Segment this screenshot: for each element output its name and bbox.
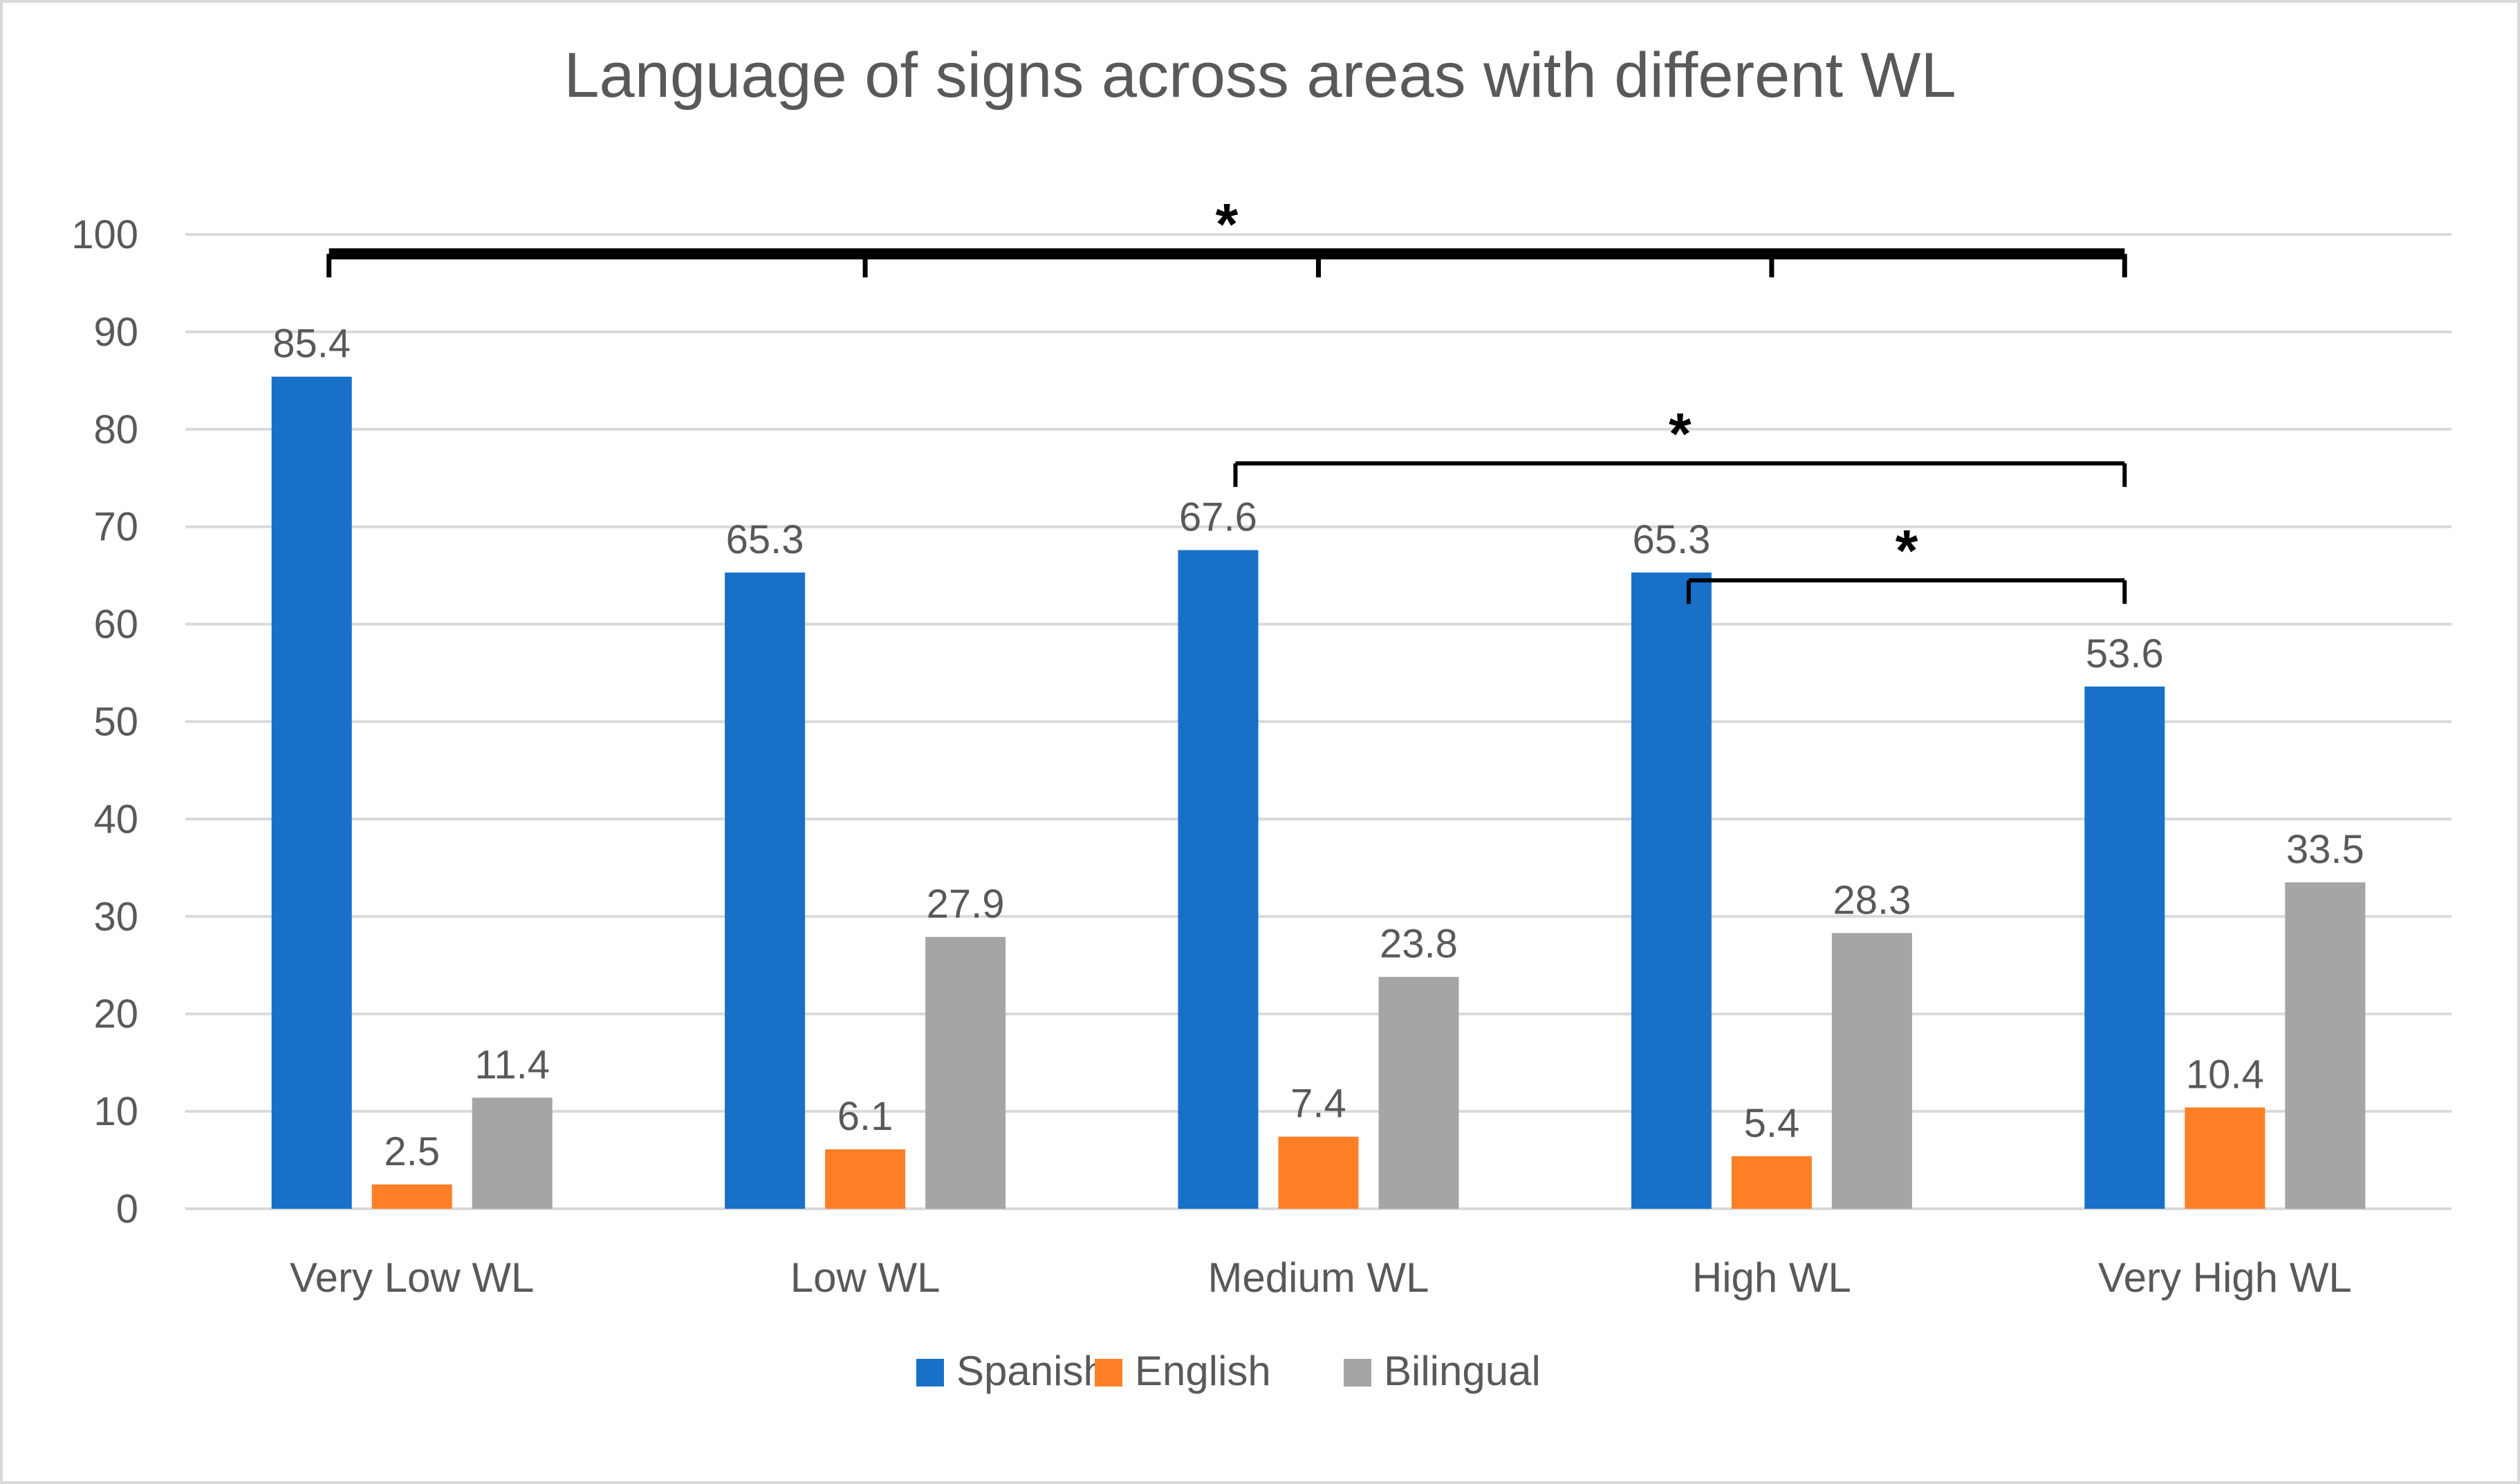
legend-label-english: English — [1135, 1348, 1271, 1394]
data-label-spanish-very-low-wl: 85.4 — [272, 322, 351, 367]
significance-annotations: * * * — [326, 192, 2127, 604]
y-tick-label: 30 — [93, 894, 138, 939]
x-category-label: Very High WL — [2098, 1254, 2352, 1301]
legend: Spanish English Bilingual — [916, 1348, 1541, 1394]
bar-english-very-high-wl — [2185, 1107, 2266, 1209]
x-category-label: Very Low WL — [290, 1254, 534, 1301]
y-tick-label: 60 — [93, 602, 138, 647]
y-axis-ticks: 0 10 20 30 40 50 60 70 80 90 100 — [71, 212, 138, 1232]
data-label-spanish-high-wl: 65.3 — [1632, 517, 1710, 562]
significance-star: * — [1216, 192, 1239, 257]
data-label-spanish-very-high-wl: 53.6 — [2086, 631, 2164, 676]
bar-spanish-high-wl — [1631, 572, 1712, 1209]
bar-english-low-wl — [825, 1149, 906, 1209]
bar-bilingual-very-low-wl — [472, 1097, 553, 1209]
legend-label-bilingual: Bilingual — [1384, 1348, 1541, 1394]
bar-bilingual-very-high-wl — [2285, 882, 2366, 1209]
data-label-bilingual-high-wl: 28.3 — [1833, 878, 1911, 922]
x-category-label: High WL — [1692, 1254, 1851, 1301]
data-label-bilingual-very-low-wl: 11.4 — [474, 1042, 550, 1087]
y-tick-label: 0 — [116, 1187, 138, 1232]
y-tick-label: 40 — [93, 797, 138, 842]
bar-bilingual-low-wl — [925, 936, 1006, 1209]
bar-english-high-wl — [1731, 1156, 1812, 1209]
significance-star: * — [1669, 401, 1692, 466]
data-label-bilingual-very-high-wl: 33.5 — [2286, 827, 2364, 872]
legend-swatch-english — [1095, 1359, 1122, 1386]
significance-bracket-1: * — [326, 192, 2127, 278]
data-label-bilingual-low-wl: 27.9 — [927, 882, 1005, 927]
data-labels: 85.4 65.3 67.6 65.3 53.6 2.5 6.1 7.4 5.4 10.4 11.4… — [272, 322, 2364, 1174]
y-tick-label: 100 — [71, 212, 138, 257]
bar-bilingual-high-wl — [1831, 933, 1912, 1209]
legend-swatch-spanish — [916, 1359, 944, 1386]
y-tick-label: 90 — [93, 310, 138, 355]
significance-bracket-3: * — [1686, 518, 2127, 604]
legend-swatch-bilingual — [1344, 1359, 1371, 1386]
bar-spanish-medium-wl — [1178, 550, 1259, 1209]
y-tick-label: 50 — [93, 700, 138, 745]
data-label-english-high-wl: 5.4 — [1744, 1101, 1800, 1146]
data-label-english-very-high-wl: 10.4 — [2186, 1052, 2264, 1097]
gridlines — [185, 233, 2452, 1210]
data-label-english-medium-wl: 7.4 — [1290, 1082, 1346, 1126]
y-tick-label: 20 — [93, 992, 138, 1037]
y-tick-label: 10 — [93, 1089, 138, 1134]
x-category-label: Low WL — [790, 1254, 941, 1301]
bar-english-very-low-wl — [371, 1184, 452, 1209]
bar-bilingual-medium-wl — [1378, 976, 1459, 1209]
data-label-bilingual-medium-wl: 23.8 — [1380, 922, 1458, 967]
x-axis-categories: Very Low WL Low WL Medium WL High WL Very Hi… — [290, 1254, 2352, 1301]
y-tick-label: 70 — [93, 505, 138, 550]
data-label-english-very-low-wl: 2.5 — [384, 1129, 440, 1174]
significance-star: * — [1896, 518, 1918, 583]
bar-english-medium-wl — [1278, 1136, 1359, 1209]
data-label-spanish-medium-wl: 67.6 — [1179, 495, 1257, 540]
y-tick-label: 80 — [93, 407, 138, 452]
bar-spanish-very-high-wl — [2084, 686, 2165, 1209]
significance-bracket-2: * — [1233, 401, 2127, 488]
legend-label-spanish: Spanish — [956, 1348, 1106, 1394]
bar-spanish-low-wl — [725, 572, 806, 1209]
bars — [271, 376, 2366, 1209]
data-label-english-low-wl: 6.1 — [837, 1094, 893, 1139]
bar-spanish-very-low-wl — [271, 376, 352, 1209]
data-label-spanish-low-wl: 65.3 — [726, 517, 804, 562]
chart-title: Language of signs across areas with diff… — [564, 40, 1956, 111]
x-category-label: Medium WL — [1207, 1254, 1429, 1301]
